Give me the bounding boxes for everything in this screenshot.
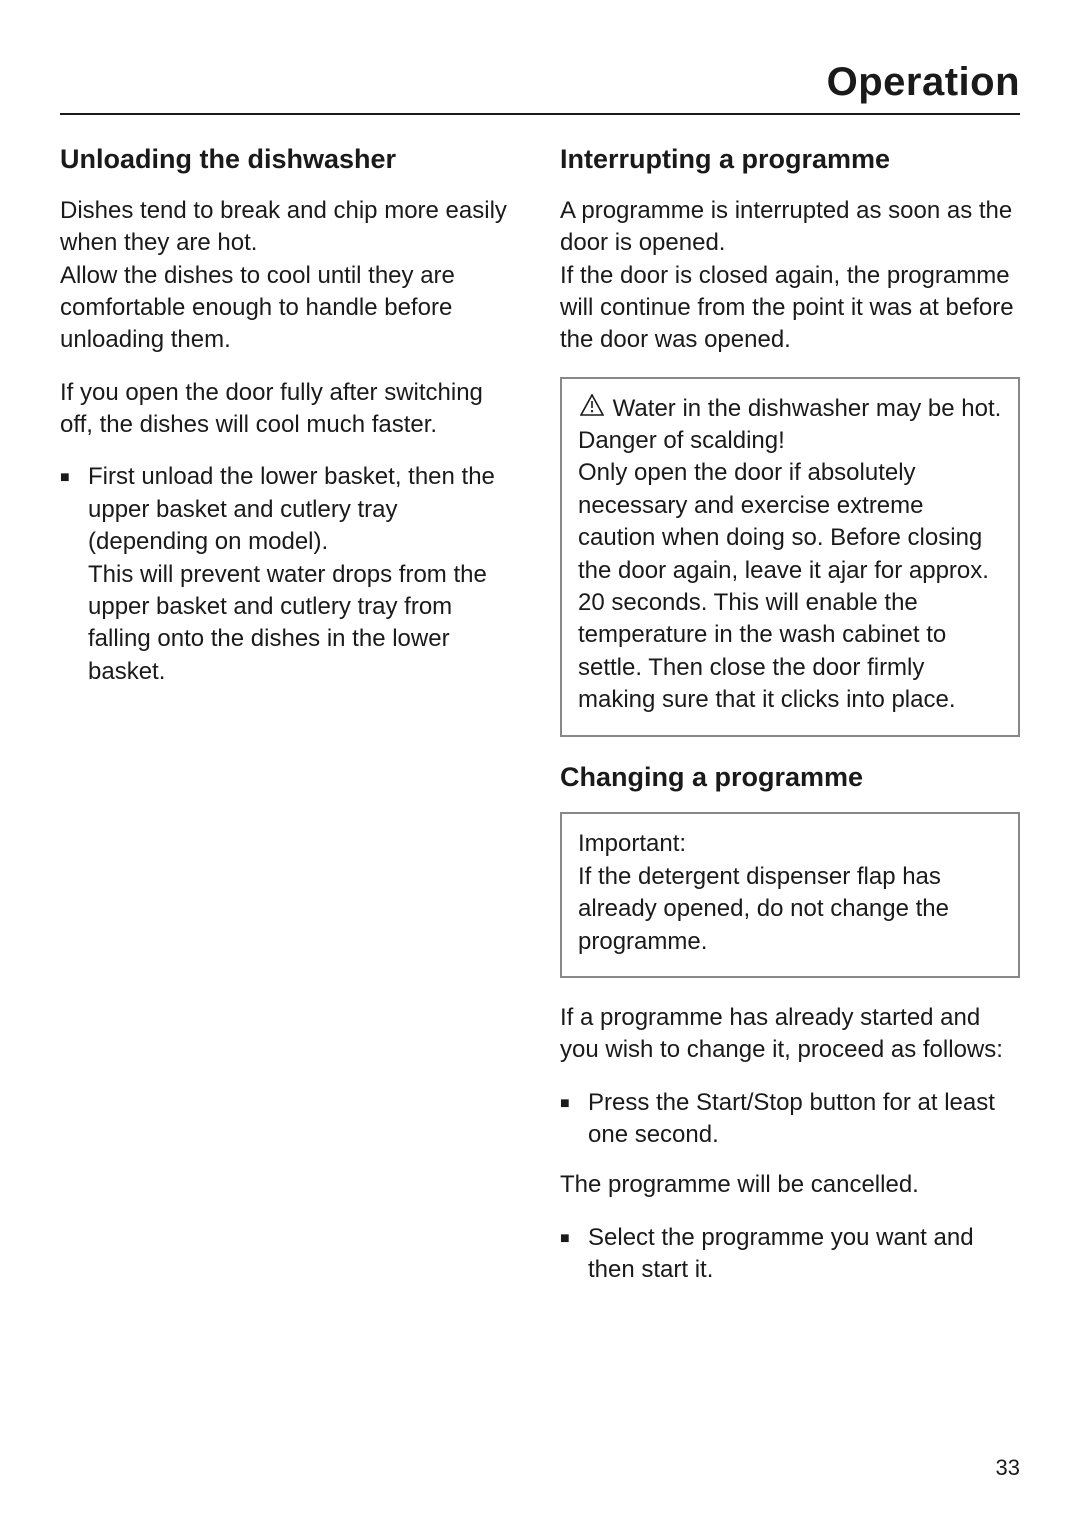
page: Operation Unloading the dishwasher Dishe…	[0, 0, 1080, 1529]
bullet-text: Press the Start/Stop button for at least…	[588, 1087, 1020, 1152]
para-interrupting-1: A programme is interrupted as soon as th…	[560, 195, 1020, 357]
header-rule: Operation	[60, 60, 1020, 115]
bullet-marker-icon: ■	[60, 461, 88, 688]
important-callout: Important: If the detergent dispenser fl…	[560, 812, 1020, 978]
left-column: Unloading the dishwasher Dishes tend to …	[60, 143, 520, 1305]
bullet-select-programme: ■ Select the programme you want and then…	[560, 1222, 1020, 1287]
important-body: If the detergent dispenser flap has alre…	[578, 861, 1002, 958]
bullet-marker-icon: ■	[560, 1087, 588, 1152]
bullet-unload-baskets: ■ First unload the lower basket, then th…	[60, 461, 520, 688]
right-column: Interrupting a programme A programme is …	[560, 143, 1020, 1305]
bullet-marker-icon: ■	[560, 1222, 588, 1287]
heading-interrupting: Interrupting a programme	[560, 143, 1020, 177]
para-cancelled: The programme will be cancelled.	[560, 1169, 1020, 1201]
para-unloading-1: Dishes tend to break and chip more easil…	[60, 195, 520, 357]
page-number: 33	[996, 1455, 1020, 1481]
bullet-text: Select the programme you want and then s…	[588, 1222, 1020, 1287]
warning-lead-text: Water in the dishwasher may be hot. Dang…	[578, 395, 1001, 454]
bullet-text: First unload the lower basket, then the …	[88, 461, 520, 688]
page-title: Operation	[60, 60, 1020, 105]
para-changing-1: If a programme has already started and y…	[560, 1002, 1020, 1067]
warning-body-text: Only open the door if absolutely necessa…	[578, 457, 1002, 716]
warning-icon	[578, 393, 606, 425]
bullet-press-startstop: ■ Press the Start/Stop button for at lea…	[560, 1087, 1020, 1152]
warning-callout: Water in the dishwasher may be hot. Dang…	[560, 377, 1020, 737]
content-columns: Unloading the dishwasher Dishes tend to …	[60, 143, 1020, 1305]
para-unloading-2: If you open the door fully after switchi…	[60, 377, 520, 442]
important-title: Important:	[578, 828, 1002, 860]
warning-row: Water in the dishwasher may be hot. Dang…	[578, 393, 1002, 458]
heading-unloading: Unloading the dishwasher	[60, 143, 520, 177]
heading-changing: Changing a programme	[560, 761, 1020, 795]
